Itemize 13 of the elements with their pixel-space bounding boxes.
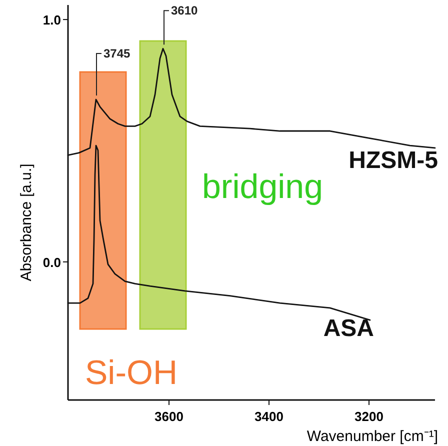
x-axis-title: Wavenumber [cm⁻¹] — [306, 428, 438, 445]
annotation: 3610 — [171, 4, 198, 18]
x-tick-label: 3600 — [154, 409, 184, 424]
band-label: bridging — [202, 168, 323, 206]
annotation: 3745 — [104, 46, 131, 61]
y-axis-title: Absorbance [a.u.] — [18, 164, 35, 282]
series-label: HZSM-5 — [348, 147, 438, 174]
y-tick-label: 0.0 — [42, 254, 61, 270]
x-tick-label: 3200 — [354, 409, 384, 424]
band-label: Si-OH — [85, 354, 178, 392]
series-label: ASA — [323, 315, 374, 342]
x-tick-label: 3400 — [254, 409, 284, 424]
y-tick-label: 1.0 — [42, 12, 61, 28]
